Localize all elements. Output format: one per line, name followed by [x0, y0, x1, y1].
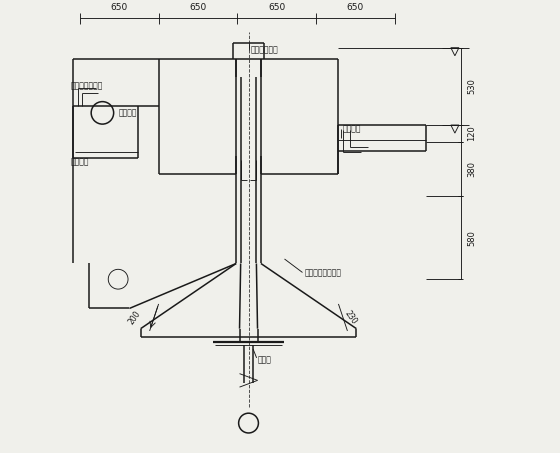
Text: 530: 530 — [468, 78, 477, 94]
Text: 混凝土柱: 混凝土柱 — [118, 108, 137, 117]
Text: 混凝土柱: 混凝土柱 — [71, 158, 90, 167]
Text: 环形梁筋: 环形梁筋 — [343, 125, 361, 134]
Text: 380: 380 — [468, 161, 477, 177]
Text: 斜撑混凝土柱钢筋: 斜撑混凝土柱钢筋 — [305, 268, 342, 277]
Text: 120: 120 — [468, 125, 477, 141]
Text: 200: 200 — [127, 309, 143, 326]
Text: 650: 650 — [111, 3, 128, 12]
Text: 钢筋混凝土柱: 钢筋混凝土柱 — [251, 45, 278, 54]
Text: 柱主筋: 柱主筋 — [258, 356, 272, 365]
Text: 650: 650 — [268, 3, 285, 12]
Text: 230: 230 — [343, 309, 358, 326]
Text: 650: 650 — [189, 3, 207, 12]
Text: 650: 650 — [347, 3, 364, 12]
Text: 环形梁纵向钢筋: 环形梁纵向钢筋 — [71, 82, 103, 91]
Text: 580: 580 — [468, 230, 477, 246]
